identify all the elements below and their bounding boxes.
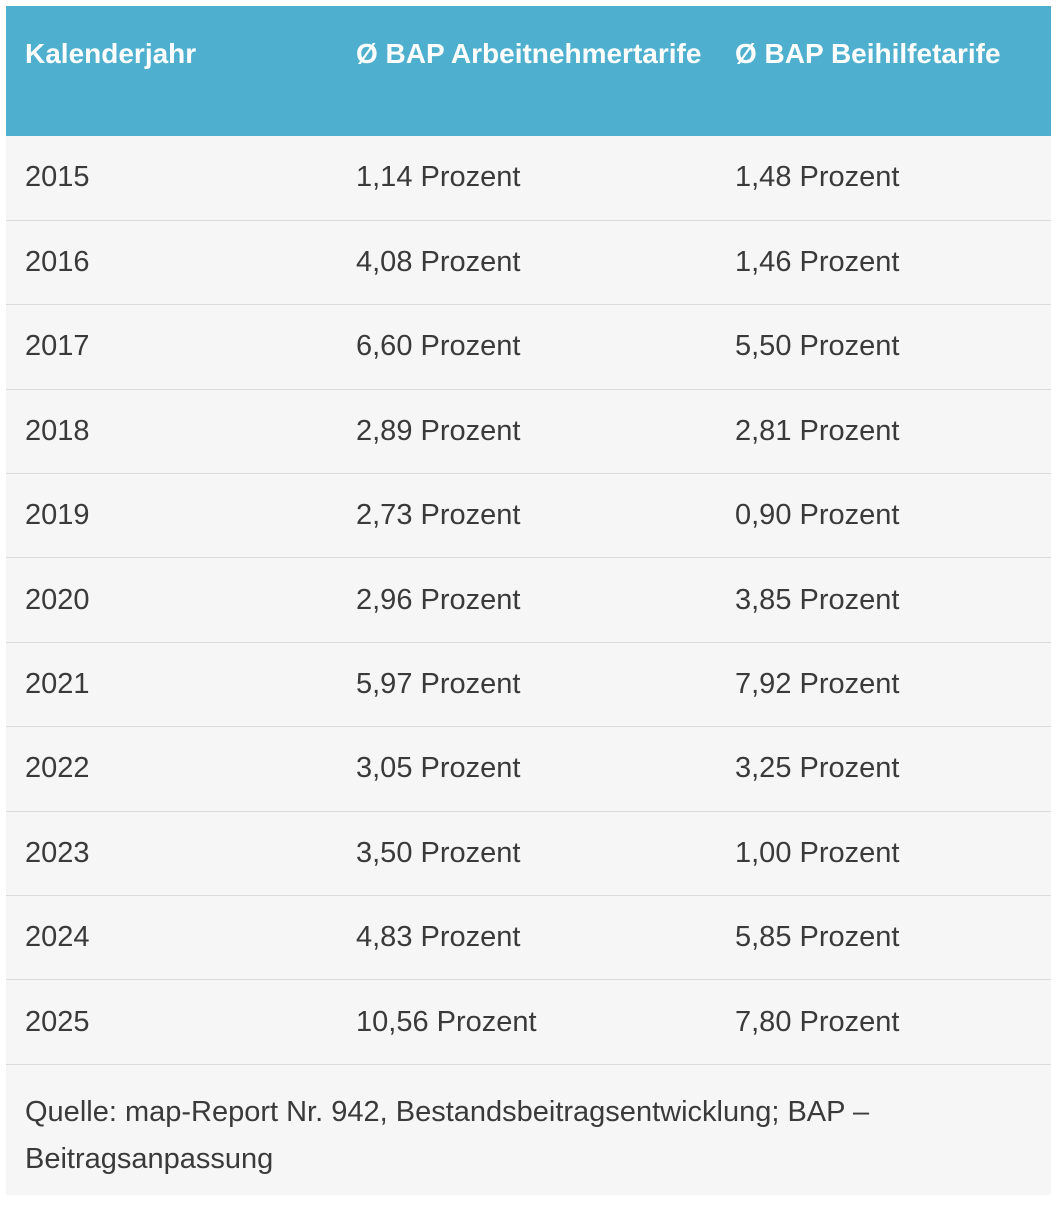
table-cell: 5,97 Prozent	[337, 642, 716, 728]
table-row: 2022 3,05 Prozent 3,25 Prozent	[6, 726, 1051, 812]
table-cell: 7,80 Prozent	[716, 979, 1051, 1065]
table-cell: 1,46 Prozent	[716, 220, 1051, 306]
table-cell: 6,60 Prozent	[337, 304, 716, 390]
table-cell: 7,92 Prozent	[716, 642, 1051, 728]
source-note: Quelle: map-Report Nr. 942, Bestandsbeit…	[6, 1064, 1051, 1195]
table-cell: 2018	[6, 389, 337, 475]
table-cell: 2022	[6, 726, 337, 812]
table-cell: 3,05 Prozent	[337, 726, 716, 812]
table-container: Kalenderjahr Ø BAP Arbeitnehmertarife Ø BA…	[6, 6, 1051, 1195]
table-cell: 1,14 Prozent	[337, 136, 716, 221]
header-cell: Kalenderjahr	[6, 6, 337, 136]
table-cell: 2015	[6, 136, 337, 221]
table-row: 2024 4,83 Prozent 5,85 Prozent	[6, 895, 1051, 981]
table-cell: 2023	[6, 811, 337, 897]
table-cell: 1,00 Prozent	[716, 811, 1051, 897]
table-cell: 0,90 Prozent	[716, 473, 1051, 559]
table-cell: 4,08 Prozent	[337, 220, 716, 306]
table-cell: 3,50 Prozent	[337, 811, 716, 897]
table-cell: 2,73 Prozent	[337, 473, 716, 559]
table-cell: 2024	[6, 895, 337, 981]
table-cell: 3,85 Prozent	[716, 557, 1051, 643]
table-cell: 2020	[6, 557, 337, 643]
table-cell: 2021	[6, 642, 337, 728]
table: Kalenderjahr Ø BAP Arbeitnehmertarife Ø BA…	[6, 6, 1051, 1065]
table-row: 2016 4,08 Prozent 1,46 Prozent	[6, 220, 1051, 306]
table-cell: 2,81 Prozent	[716, 389, 1051, 475]
table-cell: 5,50 Prozent	[716, 304, 1051, 390]
table-cell: 5,85 Prozent	[716, 895, 1051, 981]
table-row: 2015 1,14 Prozent 1,48 Prozent	[6, 136, 1051, 221]
table-row: 2018 2,89 Prozent 2,81 Prozent	[6, 389, 1051, 475]
header-cell: Ø BAP Beihilfetarife	[716, 6, 1051, 136]
table-row: 2021 5,97 Prozent 7,92 Prozent	[6, 642, 1051, 728]
table-cell: 2,89 Prozent	[337, 389, 716, 475]
table-row: 2017 6,60 Prozent 5,50 Prozent	[6, 304, 1051, 390]
table-row: 2025 10,56 Prozent 7,80 Prozent	[6, 979, 1051, 1065]
table-cell: 2016	[6, 220, 337, 306]
table-cell: 2,96 Prozent	[337, 557, 716, 643]
table-body: 2015 1,14 Prozent 1,48 Prozent 2016 4,08 Pro…	[6, 136, 1051, 1065]
table-row: 2020 2,96 Prozent 3,85 Prozent	[6, 557, 1051, 643]
table-cell: 1,48 Prozent	[716, 136, 1051, 221]
header-row: Kalenderjahr Ø BAP Arbeitnehmertarife Ø BA…	[6, 6, 1051, 136]
table-row: 2019 2,73 Prozent 0,90 Prozent	[6, 473, 1051, 559]
table-cell: 2017	[6, 304, 337, 390]
table-row: 2023 3,50 Prozent 1,00 Prozent	[6, 811, 1051, 897]
table-cell: 2025	[6, 979, 337, 1065]
header-cell: Ø BAP Arbeitnehmertarife	[337, 6, 716, 136]
table-cell: 2019	[6, 473, 337, 559]
table-cell: 10,56 Prozent	[337, 979, 716, 1065]
table-cell: 3,25 Prozent	[716, 726, 1051, 812]
table-cell: 4,83 Prozent	[337, 895, 716, 981]
